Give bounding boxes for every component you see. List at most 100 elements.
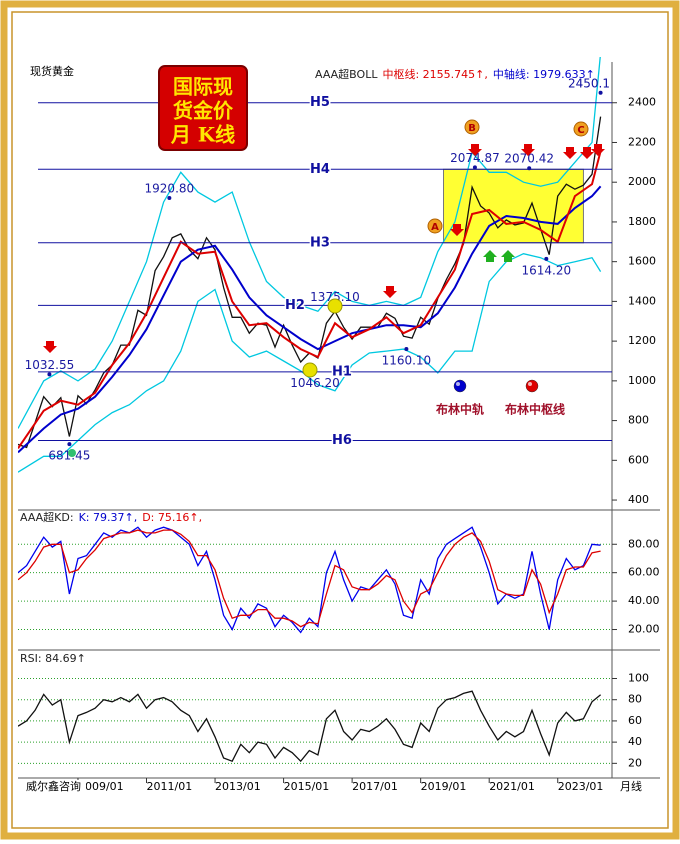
arrow-down [450,224,464,236]
marker-label: A [431,222,439,233]
arrow-down [43,341,57,353]
y-tick-label: 1600 [628,255,656,268]
y-tick-label: 20.00 [628,623,660,636]
x-tick-label: 2013/01 [215,780,261,793]
header-part: RSI: 84.69↑ [20,652,86,665]
series-line [18,529,601,628]
y-tick-label: 1400 [628,294,656,307]
annotation-label: 1032.55 [25,358,75,372]
x-tick-label: 2023/01 [558,780,604,793]
header-part: AAA超BOLL [315,67,378,81]
arrow-down [383,286,397,298]
annotation-label: 1046.20 [290,376,340,390]
marker-badge [464,119,480,135]
arrow-up [483,250,497,262]
annotation-label: 1920.80 [145,181,195,195]
series-line [18,253,602,473]
watermark: 威尔鑫咨询 [26,779,81,793]
highlight-ball [302,362,318,378]
y-tick-label: 1200 [628,334,656,347]
annotation-label: 2450.1 [568,76,610,90]
annotation-label: 2074.87 [450,151,500,165]
y-tick-label: 2400 [628,96,656,109]
y-tick-label: 1800 [628,215,656,228]
y-tick-label: 80.00 [628,537,660,550]
arrow-down [580,147,594,159]
annotation-point [47,372,52,377]
y-tick-label: 60 [628,714,642,727]
header-part: 中轴线: 1979.633↑ [493,67,595,81]
frame-title: 货金价 [173,99,234,123]
arrow-up [501,250,515,262]
annotation-label: 1375.10 [310,290,360,304]
annotation-point [67,442,72,447]
marker-label: B [468,123,476,134]
annotation-label: 2070.42 [504,152,554,166]
period-label: 月线 [620,779,642,793]
title-box: 国际现 货金价 月 K线 [158,65,248,151]
y-tick-label: 2000 [628,175,656,188]
legend-swatch-shine [528,382,532,386]
level-label: H1 [332,364,352,379]
annotation-point [404,347,409,352]
x-tick-label: 2017/01 [352,780,398,793]
arrow-down [591,144,605,156]
marker-label: C [577,125,584,136]
annotation-point [527,166,532,171]
y-tick-label: 40 [628,735,642,748]
legend-swatch [453,379,467,393]
plots [18,57,612,764]
panel [18,678,612,764]
y-tick-label: 800 [628,414,649,427]
level-label: H4 [310,162,330,177]
y-tick-label: 1000 [628,374,656,387]
y-tick-label: 600 [628,453,649,466]
annotation-point [472,165,477,170]
marker-badge [573,121,589,137]
y-tick-label: 100 [628,672,649,685]
annotation-label: 1614.20 [522,263,572,277]
x-tick-label: 2015/01 [284,780,330,793]
x-tick-label: 2009/01 [78,780,124,793]
level-label: H2 [285,298,305,313]
annotation-label: 1160.10 [382,354,432,368]
legend-swatch [525,379,539,393]
series-line [18,151,602,449]
level-label: H6 [332,433,352,448]
y-tick-label: 2200 [628,135,656,148]
header-part: K: 79.37↑, [79,511,138,524]
annotation-point [598,90,603,95]
y-tick-label: 40.00 [628,594,660,607]
highlight-ball [68,449,76,457]
x-tick-label: 2019/01 [421,780,467,793]
series-line [18,690,602,763]
header-part: D: 75.16↑, [142,511,202,524]
panel-header: AAA超BOLL 中枢线: 2155.745↑, 中轴线: 1979.633↑ [315,67,595,81]
frame-inner [11,11,669,829]
y-tick-label: 60.00 [628,566,660,579]
highlight-ball [327,298,343,314]
series-line [18,185,602,454]
chart-title: 现货黄金 [30,64,74,78]
arrow-down [563,147,577,159]
x-tick-label: 2021/01 [489,780,535,793]
watermark-bg [22,780,86,794]
level-label: H3 [310,235,330,250]
title-box-bg [158,65,248,151]
x-tick-label: 2011/01 [147,780,193,793]
frame-title: 月 K线 [170,123,235,147]
annotation-point [167,195,172,200]
panel-header: AAA超KD: K: 79.37↑, D: 75.16↑, [20,510,202,524]
series-line [18,57,601,429]
legend-label: 布林中轨 [436,402,484,417]
level-label: H5 [310,95,330,110]
legend-label: 布林中枢线 [505,402,565,417]
y-tick-label: 400 [628,493,649,506]
legend-swatch-shine [456,382,460,386]
header-part: 中枢线: 2155.745↑, [382,67,487,81]
y-tick-label: 80 [628,693,642,706]
y-tick-label: 20 [628,756,642,769]
frame-title: 国际现 [173,75,233,99]
